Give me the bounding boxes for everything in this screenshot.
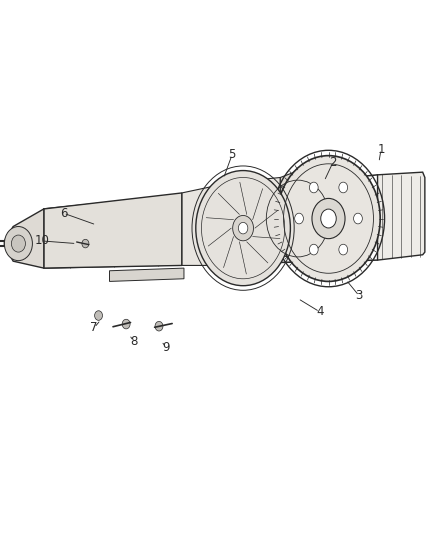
Text: 1: 1 <box>377 143 385 156</box>
Circle shape <box>238 222 248 234</box>
Circle shape <box>196 171 290 286</box>
Circle shape <box>339 182 348 193</box>
Polygon shape <box>110 268 184 281</box>
Text: 2: 2 <box>329 156 337 169</box>
Circle shape <box>11 235 25 252</box>
Text: 8: 8 <box>130 335 137 348</box>
Circle shape <box>122 319 130 329</box>
Circle shape <box>353 213 362 224</box>
Circle shape <box>339 244 348 255</box>
Polygon shape <box>182 177 280 265</box>
Circle shape <box>309 244 318 255</box>
Text: 7: 7 <box>90 321 98 334</box>
Circle shape <box>95 311 102 320</box>
Circle shape <box>233 215 254 241</box>
Polygon shape <box>280 164 315 265</box>
Polygon shape <box>4 209 44 268</box>
Circle shape <box>309 182 318 193</box>
Circle shape <box>295 213 304 224</box>
Text: 6: 6 <box>60 207 67 220</box>
Circle shape <box>82 239 89 248</box>
Text: 4: 4 <box>316 305 324 318</box>
Text: 5: 5 <box>229 148 236 161</box>
Circle shape <box>321 209 336 228</box>
Circle shape <box>155 321 163 331</box>
Text: 9: 9 <box>162 341 170 354</box>
Circle shape <box>312 198 345 239</box>
Polygon shape <box>378 172 425 260</box>
Circle shape <box>4 227 32 261</box>
Polygon shape <box>44 193 182 268</box>
Text: 3: 3 <box>356 289 363 302</box>
Circle shape <box>277 156 380 281</box>
Text: 10: 10 <box>34 235 49 247</box>
